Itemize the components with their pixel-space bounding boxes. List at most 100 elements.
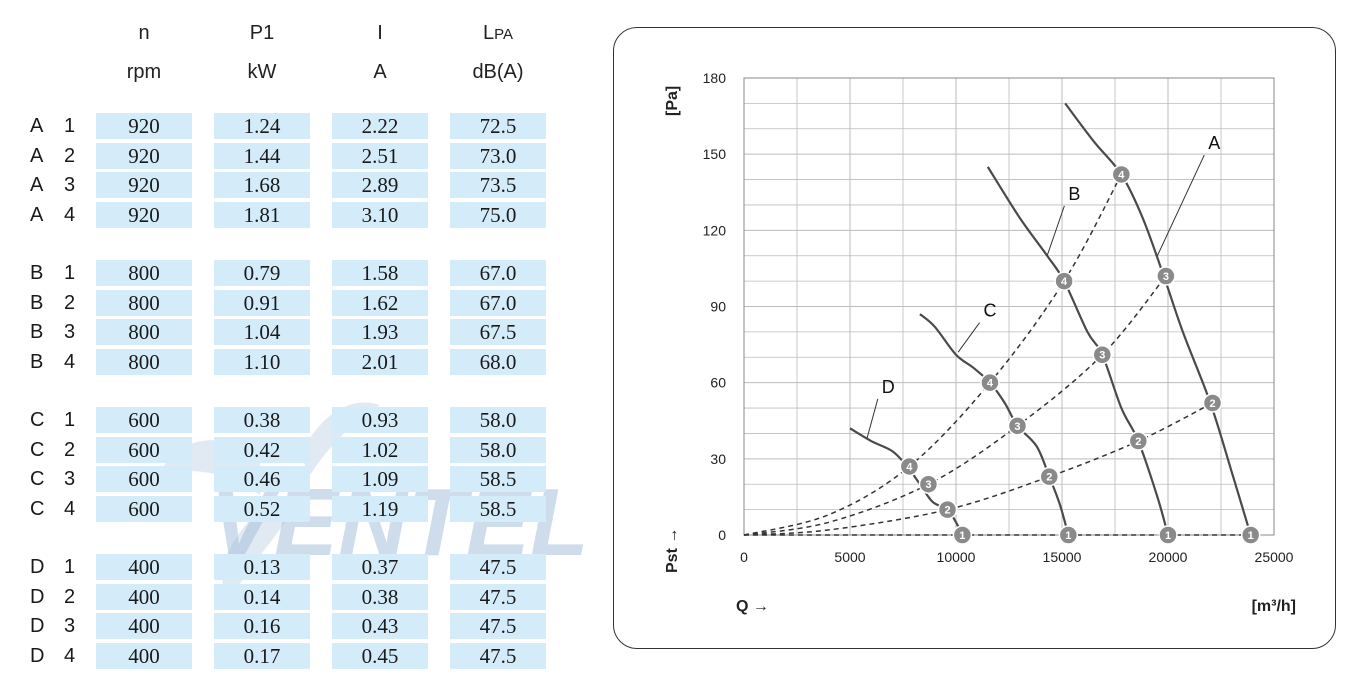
operating-point-label: 1 <box>1165 530 1171 542</box>
table-cell-p1: 0.17 <box>214 642 310 669</box>
x-tick-label: 20000 <box>1149 549 1188 565</box>
column-header-unit: dB(A) <box>472 61 524 83</box>
table-cell-p1: 1.24 <box>214 113 310 139</box>
row-group-label: D <box>30 585 45 608</box>
y-tick-label: 60 <box>710 375 726 391</box>
column-header-symbol: n <box>96 22 192 45</box>
column-header-symbol: P1 <box>214 22 310 45</box>
table-cell-lpa: 58.0 <box>450 436 546 463</box>
operating-point-label: 4 <box>1061 276 1068 288</box>
row-group-label: A <box>30 144 44 167</box>
table-cell-p1: 0.38 <box>214 407 310 433</box>
table-cell-n: 600 <box>96 436 192 463</box>
x-axis-unit: [m³/h] <box>1252 598 1296 615</box>
row-group-label: B <box>30 262 44 284</box>
operating-point-marker <box>937 499 958 520</box>
table-cell-i: 2.22 <box>332 113 428 139</box>
curve-label-A: A <box>1208 133 1220 153</box>
table-cell-lpa: 58.5 <box>450 466 546 492</box>
operating-point-label: 4 <box>906 461 913 473</box>
row-step-label: 3 <box>64 468 76 490</box>
table-cell-n: 400 <box>96 554 192 580</box>
fan-data-table: n rpm P1 kW I A LPA dB(A) A 1 920 1.24 2.22 72.5 A 2 92… <box>0 0 590 696</box>
table-cell-i: 3.10 <box>332 201 428 228</box>
row-step-label: 3 <box>64 615 76 637</box>
table-cell-i: 1.93 <box>332 319 428 345</box>
row-group-label: D <box>30 556 45 578</box>
operating-point-label: 1 <box>1248 530 1254 542</box>
table-cell-lpa: 73.0 <box>450 142 546 169</box>
column-header-symbol: LPA <box>450 22 546 45</box>
table-cell-p1: 0.52 <box>214 495 310 522</box>
operating-point-marker <box>1111 164 1132 185</box>
operating-point-label: 1 <box>959 530 965 542</box>
table-row: D 1 400 0.13 0.37 47.5 <box>0 554 590 580</box>
operating-point-marker <box>918 474 939 494</box>
table-row: D 4 400 0.17 0.45 47.5 <box>0 642 590 669</box>
operating-point-label: 2 <box>1135 436 1141 448</box>
table-row: C 2 600 0.42 1.02 58.0 <box>0 436 590 463</box>
x-tick-label: 25000 <box>1255 549 1294 565</box>
operating-point-marker <box>1128 431 1149 451</box>
operating-point-marker <box>1202 393 1223 413</box>
table-cell-lpa: 58.0 <box>450 407 546 433</box>
row-group-label: B <box>30 291 44 314</box>
table-row: A 4 920 1.81 3.10 75.0 <box>0 201 590 228</box>
table-cell-n: 800 <box>96 289 192 316</box>
operating-point-label: 3 <box>1099 350 1105 362</box>
fan-curve-A <box>1064 102 1252 536</box>
row-step-label: 1 <box>64 556 76 578</box>
table-row: B 1 800 0.79 1.58 67.0 <box>0 260 590 286</box>
table-cell-p1: 1.10 <box>214 348 310 375</box>
x-tick-label: 0 <box>740 549 748 565</box>
x-tick-label: 15000 <box>1043 549 1082 565</box>
table-cell-i: 0.45 <box>332 642 428 669</box>
table-cell-lpa: 47.5 <box>450 583 546 610</box>
operating-point-label: 2 <box>944 505 950 517</box>
table-cell-p1: 1.81 <box>214 201 310 228</box>
row-step-label: 1 <box>64 115 76 137</box>
table-cell-i: 1.09 <box>332 466 428 492</box>
curve-label-leader <box>1046 205 1065 256</box>
curve-label-D: D <box>882 377 895 397</box>
y-tick-label: 180 <box>703 70 727 86</box>
operating-point-marker <box>1092 344 1113 365</box>
table-row: A 1 920 1.24 2.22 72.5 <box>0 113 590 139</box>
row-step-label: 4 <box>64 644 76 667</box>
table-row: B 3 800 1.04 1.93 67.5 <box>0 319 590 345</box>
operating-point-label: 3 <box>925 479 931 491</box>
table-cell-lpa: 47.5 <box>450 554 546 580</box>
row-group-label: C <box>30 497 45 520</box>
operating-point-label: 2 <box>1046 472 1052 484</box>
operating-point-marker <box>1058 525 1079 545</box>
table-cell-p1: 0.79 <box>214 260 310 286</box>
row-step-label: 1 <box>64 262 76 284</box>
x-tick-label: 10000 <box>937 549 976 565</box>
table-row: B 4 800 1.10 2.01 68.0 <box>0 348 590 375</box>
header-symbol-text: P1 <box>249 22 275 44</box>
table-row: B 2 800 0.91 1.62 67.0 <box>0 289 590 316</box>
table-cell-p1: 0.14 <box>214 583 310 610</box>
table-cell-lpa: 72.5 <box>450 113 546 139</box>
operating-point-label: 3 <box>1014 421 1020 433</box>
header-symbol-text: n <box>138 22 150 44</box>
table-cell-p1: 0.16 <box>214 613 310 639</box>
table-cell-lpa: 68.0 <box>450 348 546 375</box>
table-cell-n: 400 <box>96 613 192 639</box>
row-group-label: A <box>30 115 44 137</box>
row-group-label: D <box>30 644 45 667</box>
y-tick-label: 120 <box>703 222 727 238</box>
table-cell-n: 800 <box>96 319 192 345</box>
row-step-label: 2 <box>64 438 76 461</box>
table-cell-p1: 1.68 <box>214 172 310 198</box>
header-symbol-text: L <box>482 22 495 44</box>
fan-curve-chart-panel: 0 5000 10000 15000 20000 25000 0 30 60 90 120 150 18… <box>613 27 1336 649</box>
table-row: C 3 600 0.46 1.09 58.5 <box>0 466 590 492</box>
table-cell-i: 0.43 <box>332 613 428 639</box>
fan-curve-chart: 0 5000 10000 15000 20000 25000 0 30 60 90 120 150 18… <box>664 70 1296 615</box>
table-cell-i: 2.89 <box>332 172 428 198</box>
table-cell-lpa: 67.0 <box>450 289 546 316</box>
operating-point-marker <box>1007 416 1028 436</box>
table-cell-n: 920 <box>96 142 192 169</box>
operating-point-marker <box>1054 271 1074 291</box>
